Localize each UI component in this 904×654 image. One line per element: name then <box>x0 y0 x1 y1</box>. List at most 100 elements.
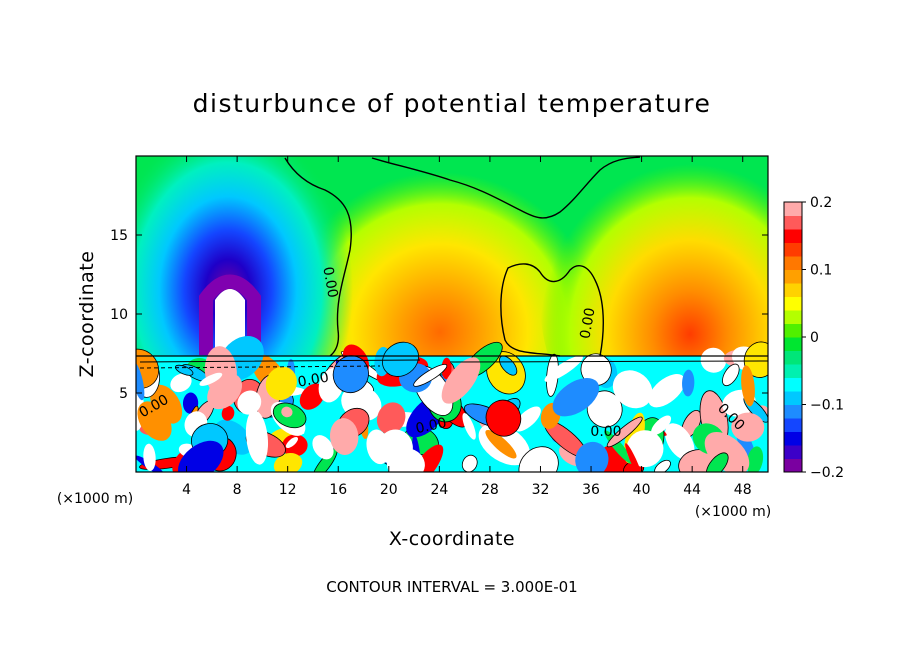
colorbar-swatch <box>784 404 802 419</box>
colorbar-swatch <box>784 310 802 324</box>
contour-label: 0.00 <box>577 307 598 340</box>
turbulence-blob <box>136 361 145 401</box>
y-ticks: 5 10 15 <box>110 228 768 402</box>
turbulence-blob <box>175 364 194 376</box>
colorbar-swatch <box>784 323 802 338</box>
turbulence-blob <box>285 437 299 449</box>
contour-label: 0.00 <box>297 369 330 390</box>
colorbar-swatch <box>784 229 802 243</box>
turbulence-blob <box>281 434 308 457</box>
turbulence-blob <box>245 410 269 465</box>
turbulence-blob <box>273 453 303 472</box>
contour-label: 0.00 <box>590 424 621 440</box>
colorbar-swatch <box>784 364 802 378</box>
turbulence-blob <box>382 341 419 377</box>
colorbar-swatch <box>784 431 802 446</box>
contour-label: 0.00 <box>319 266 340 299</box>
turbulence-blob <box>170 373 192 393</box>
x-tick-label: 44 <box>683 482 701 498</box>
colorbar-tick-label: 0 <box>810 330 819 346</box>
turbulence-blob <box>722 363 740 387</box>
turbulence-blob <box>221 405 235 421</box>
turbulence-blob <box>462 413 476 440</box>
turbulence-blob <box>137 401 172 441</box>
cold-core-purple <box>199 274 261 355</box>
x-tick-label: 28 <box>481 482 499 498</box>
colorbar-swatch <box>784 458 802 473</box>
contour-lines <box>136 156 768 369</box>
colorbar-swatch <box>784 377 802 392</box>
turbulence-blob <box>413 363 448 387</box>
colorbar-swatch <box>784 337 802 351</box>
turbulence-blob <box>518 446 559 472</box>
turbulence-blob <box>746 446 764 472</box>
contour-label: 0.00 <box>414 415 448 437</box>
colorbar-swatch <box>784 256 802 270</box>
x-axis-label: X-coordinate <box>389 528 515 550</box>
colorbar-ticks: 0.2 0.1 0 −0.1 −0.2 <box>802 195 844 481</box>
turbulence-blob <box>731 412 765 442</box>
colorbar: 0.2 0.1 0 −0.1 −0.2 <box>783 195 844 481</box>
y-tick-label: 10 <box>110 307 128 323</box>
turbulence-blob <box>441 357 481 404</box>
colorbar-swatch <box>784 350 802 365</box>
contour-line-dashed <box>139 365 381 369</box>
colorbar-swatch <box>784 283 802 297</box>
contour-interval-note: CONTOUR INTERVAL = 3.000E-01 <box>326 578 577 596</box>
contour-line-1 <box>284 157 352 357</box>
contour-line-interface-2 <box>139 359 768 363</box>
turbulence-blob <box>237 390 262 415</box>
colorbar-swatch <box>784 391 802 405</box>
turbulence-blob <box>485 399 522 437</box>
turbulence-blob <box>700 347 727 373</box>
x-tick-label: 8 <box>233 482 242 498</box>
turbulence-blob <box>514 406 541 432</box>
colorbar-tick-label: −0.1 <box>810 398 844 414</box>
lower-layer-structures <box>136 336 768 472</box>
colorbar-swatch <box>784 202 802 216</box>
y-tick-label: 15 <box>110 228 128 244</box>
colorbar-swatch <box>784 269 802 284</box>
turbulence-blob <box>575 441 609 472</box>
x-tick-label: 48 <box>734 482 752 498</box>
contour-line-2 <box>371 156 641 219</box>
turbulence-blob <box>626 430 664 468</box>
x-tick-label: 40 <box>633 482 651 498</box>
turbulence-blob <box>461 454 478 472</box>
turbulence-blob <box>654 459 671 472</box>
turbulence-blob <box>682 369 695 397</box>
colorbar-swatch <box>784 242 802 257</box>
plot-area <box>136 156 768 472</box>
x-tick-label: 36 <box>582 482 600 498</box>
x-tick-label: 16 <box>329 482 347 498</box>
colorbar-tick-label: −0.2 <box>810 465 844 481</box>
x-tick-label: 12 <box>279 482 297 498</box>
turbulence-blob <box>612 370 653 409</box>
x-unit-note-left: (×1000 m) <box>57 491 133 507</box>
x-tick-label: 4 <box>182 482 191 498</box>
colorbar-tick-label: 0.1 <box>810 263 832 279</box>
turbulence-blob <box>665 423 695 461</box>
turbulence-blob <box>281 406 293 418</box>
colorbar-swatches <box>784 202 802 473</box>
chart-title: disturbunce of potential temperature <box>193 89 712 118</box>
x-tick-label: 20 <box>380 482 398 498</box>
turbulence-blob <box>441 357 452 380</box>
x-tick-label: 32 <box>532 482 550 498</box>
turbulence-blob <box>485 429 517 459</box>
turbulence-blob <box>376 402 406 435</box>
turbulence-blob <box>544 355 583 382</box>
contour-line-3 <box>500 263 604 357</box>
turbulence-blob <box>207 373 243 410</box>
turbulence-blob <box>606 416 643 448</box>
turbulence-blob <box>378 429 413 466</box>
turbulence-blob <box>586 390 623 428</box>
x-ticks: 4 8 12 16 20 24 28 32 36 40 44 48 <box>182 156 752 498</box>
turbulence-blob <box>552 378 600 417</box>
colorbar-tick-label: 0.2 <box>810 195 832 211</box>
turbulence-blob <box>329 418 359 455</box>
x-tick-label: 24 <box>430 482 448 498</box>
colorbar-swatch <box>784 418 802 432</box>
colorbar-swatch <box>784 296 802 311</box>
